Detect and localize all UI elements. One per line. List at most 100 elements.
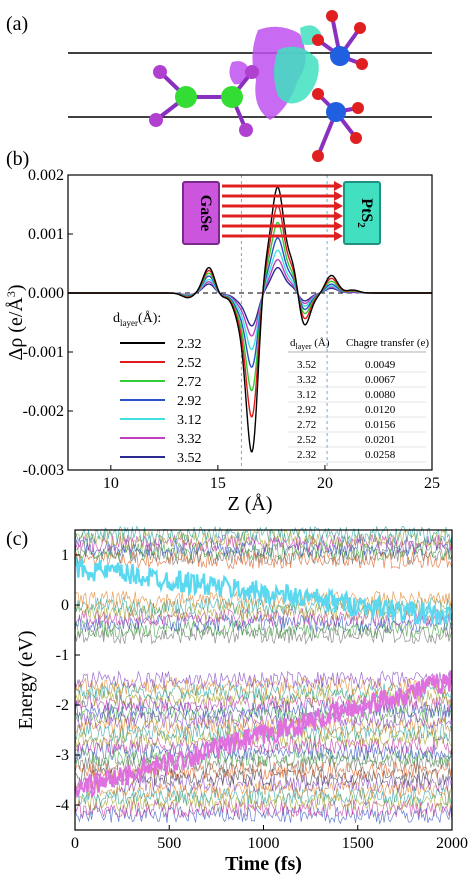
gase-label: GaSe <box>197 195 214 231</box>
band-line <box>74 676 453 696</box>
highlighted-band-magenta <box>73 670 453 799</box>
y-tick-label: -1 <box>56 647 69 664</box>
band-line <box>74 529 453 549</box>
s-atom <box>354 22 366 34</box>
band-line <box>74 741 453 762</box>
charge-flow-arrowhead <box>334 181 343 191</box>
y-tick-label: -0.001 <box>23 344 64 361</box>
panel-label-c: (c) <box>6 528 28 550</box>
charge-flow-arrowhead <box>334 231 343 241</box>
band-line <box>74 542 453 562</box>
inset-cell-charge: 0.0258 <box>365 449 396 461</box>
charge-flow-arrowhead <box>334 221 343 231</box>
legend-title-sub: layer <box>120 318 138 328</box>
band-line <box>74 787 453 806</box>
y-tick-label: -0.003 <box>23 462 64 479</box>
y-tick-label: -4 <box>56 797 69 814</box>
inset-cell-d: 2.72 <box>297 419 316 431</box>
inset-cell-d: 3.52 <box>297 359 316 371</box>
y-axis-title-sup: 3 <box>4 291 18 297</box>
x-axis-title: Time (fs) <box>225 853 302 875</box>
s-atom <box>356 58 368 70</box>
s-atom <box>326 10 338 22</box>
y-tick-label: 0.002 <box>28 167 64 184</box>
charge-flow-arrowhead <box>334 201 343 211</box>
band-line <box>74 754 453 775</box>
inset-cell-d: 3.32 <box>297 374 316 386</box>
inset-cell-d: 2.52 <box>297 434 316 446</box>
inset-cell-d: 2.92 <box>297 404 316 416</box>
y-axis-title: Energy (eV) <box>15 630 37 729</box>
inset-cell-d: 2.32 <box>297 449 316 461</box>
se-atom <box>239 123 253 137</box>
inset-cell-charge: 0.0156 <box>365 419 396 431</box>
x-tick-label: 1500 <box>342 835 374 852</box>
y-tick-label: 0.000 <box>28 285 64 302</box>
se-atom <box>245 65 259 79</box>
y-tick-label: -0.002 <box>23 403 64 420</box>
inset-header-d-main: d <box>290 337 296 349</box>
y-tick-label: -2 <box>56 697 69 714</box>
x-tick-label: 1000 <box>248 835 280 852</box>
y-axis-title-end: ) <box>5 284 27 291</box>
x-tick-label: 25 <box>424 475 440 492</box>
x-tick-label: 15 <box>210 475 226 492</box>
inset-cell-charge: 0.0067 <box>365 374 396 386</box>
band-line <box>74 748 453 768</box>
s-atom <box>312 88 324 100</box>
x-tick-label: 10 <box>103 475 119 492</box>
band-line <box>74 799 453 819</box>
atomic-structure <box>68 10 432 162</box>
energy-time-plot: 0 500 1000 1500 2000 1 0 -1 -2 -3 -4 Energy (eV) Tim… <box>15 525 468 875</box>
band-line <box>74 670 453 690</box>
band-line <box>74 538 453 557</box>
ga-atom <box>175 86 197 108</box>
inset-cell-charge: 0.0120 <box>365 404 396 416</box>
legend-entry: 3.52 <box>177 451 202 466</box>
legend-entry: 2.32 <box>177 337 202 352</box>
panel-label-a: (a) <box>6 13 28 35</box>
s-atom <box>350 132 362 144</box>
x-tick-label: 20 <box>317 475 333 492</box>
se-atom <box>149 113 163 127</box>
legend-title: dlayer(Å): <box>113 310 161 328</box>
inset-cell-charge: 0.0201 <box>365 434 395 446</box>
x-tick-label: 500 <box>157 835 181 852</box>
pts2-label-sub: 2 <box>355 222 367 228</box>
band-line <box>74 589 453 610</box>
legend-title-end: (Å): <box>138 310 161 326</box>
legend-entry: 2.72 <box>177 375 202 390</box>
inset-cell-d: 3.12 <box>297 389 316 401</box>
legend-entry: 2.92 <box>177 394 202 409</box>
series-line-2-32 <box>68 186 432 453</box>
s-atom <box>312 150 324 162</box>
highlighted-band-cyan <box>73 556 453 625</box>
band-line <box>74 735 453 756</box>
panel-label-b: (b) <box>6 148 29 170</box>
legend-title-main: d <box>113 311 120 326</box>
y-axis-title: Δρ (e/Å3) <box>4 284 27 360</box>
y-tick-label: 1 <box>61 547 69 564</box>
s-atom <box>352 102 364 114</box>
pts2-label-main: PtS <box>358 198 375 222</box>
pt-atom <box>326 102 346 122</box>
inset-header-d-end: (Å) <box>312 337 330 349</box>
plot-frame-b <box>67 174 433 471</box>
inset-header-d: dlayer (Å) <box>290 337 330 351</box>
legend-entry: 2.52 <box>177 356 202 371</box>
ga-atom <box>221 86 243 108</box>
band-line <box>74 694 453 714</box>
charge-density-plot: 10 15 20 25 0.002 0.001 0.000 -0.001 -0.002 -0.00… <box>4 167 440 515</box>
band-line <box>74 597 453 616</box>
band-line <box>74 525 453 545</box>
inset-cell-charge: 0.0049 <box>365 359 396 371</box>
gase-label-box <box>182 181 220 245</box>
band-line <box>74 602 453 622</box>
y-tick-label: 0.001 <box>28 226 64 243</box>
legend-entry: 3.32 <box>177 432 202 447</box>
charge-flow-arrowhead <box>334 191 343 201</box>
pt-atom <box>330 46 350 66</box>
band-line <box>74 550 453 570</box>
inset-cell-charge: 0.0080 <box>365 389 396 401</box>
